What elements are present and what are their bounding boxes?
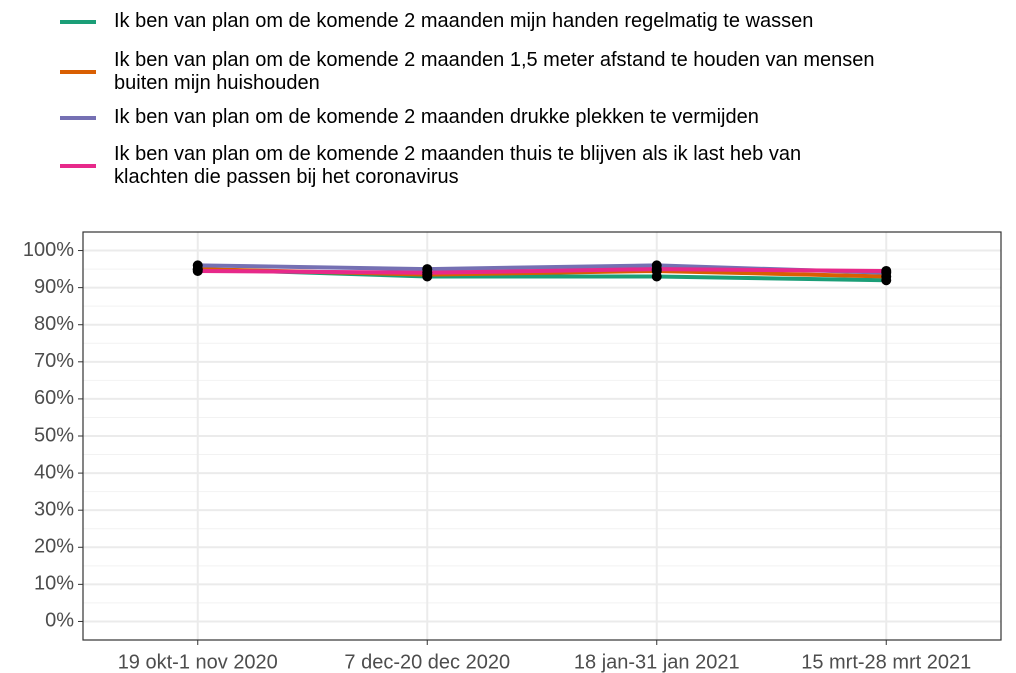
y-tick-label: 80%: [34, 313, 74, 335]
panel-border: [82, 231, 1002, 641]
y-tick-label: 0%: [45, 610, 74, 632]
y-tick-label: 70%: [34, 350, 74, 372]
legend-swatch: [60, 115, 96, 120]
legend-item: Ik ben van plan om de komende 2 maanden …: [60, 106, 759, 129]
y-tick-label: 60%: [34, 387, 74, 409]
y-tick-label: 20%: [34, 536, 74, 558]
legend-label: Ik ben van plan om de komende 2 maanden …: [114, 10, 814, 32]
y-tick-label: 90%: [34, 276, 74, 298]
legend-swatch: [60, 19, 96, 24]
data-point: [422, 267, 433, 278]
legend-item: Ik ben van plan om de komende 2 maanden …: [60, 143, 801, 189]
legend-swatch: [60, 70, 96, 74]
data-point: [651, 264, 662, 275]
legend-item: Ik ben van plan om de komende 2 maanden …: [60, 10, 813, 33]
data-point: [192, 265, 203, 276]
x-tick-label: 19 okt-1 nov 2020: [118, 651, 278, 673]
legend-label: Ik ben van plan om de komende 2 maanden …: [114, 143, 802, 188]
series-line: [197, 267, 887, 275]
x-tick-label: 7 dec-20 dec 2020: [344, 651, 510, 673]
legend-label: Ik ben van plan om de komende 2 maanden …: [114, 49, 875, 94]
legend-item: Ik ben van plan om de komende 2 maanden …: [60, 49, 875, 95]
x-tick-label: 15 mrt-28 mrt 2021: [801, 651, 971, 673]
y-tick-label: 40%: [34, 461, 74, 483]
legend-swatch: [60, 164, 96, 168]
y-tick-label: 10%: [34, 573, 74, 595]
y-tick-label: 30%: [34, 498, 74, 520]
y-tick-label: 100%: [23, 239, 74, 261]
x-tick-label: 18 jan-31 jan 2021: [574, 651, 740, 673]
y-tick-label: 50%: [34, 424, 74, 446]
legend-label: Ik ben van plan om de komende 2 maanden …: [114, 106, 759, 128]
data-point: [881, 265, 892, 276]
